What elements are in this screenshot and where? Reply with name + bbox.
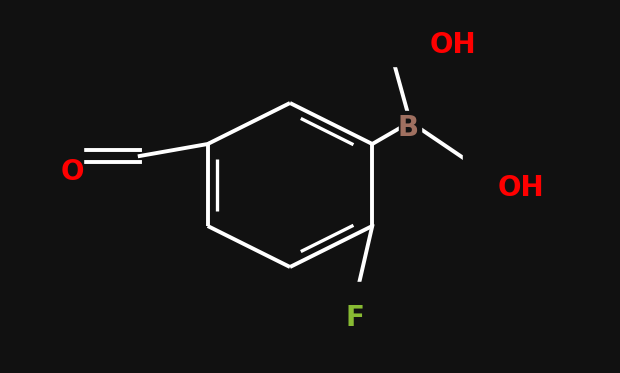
- Bar: [399, 111, 421, 133]
- Bar: [348, 282, 366, 300]
- Text: OH: OH: [498, 174, 544, 202]
- Bar: [383, 48, 401, 66]
- Bar: [61, 145, 82, 167]
- Text: F: F: [345, 304, 365, 332]
- Text: O: O: [60, 158, 84, 186]
- Text: OH: OH: [430, 31, 477, 59]
- Bar: [463, 155, 481, 173]
- Text: B: B: [397, 114, 419, 142]
